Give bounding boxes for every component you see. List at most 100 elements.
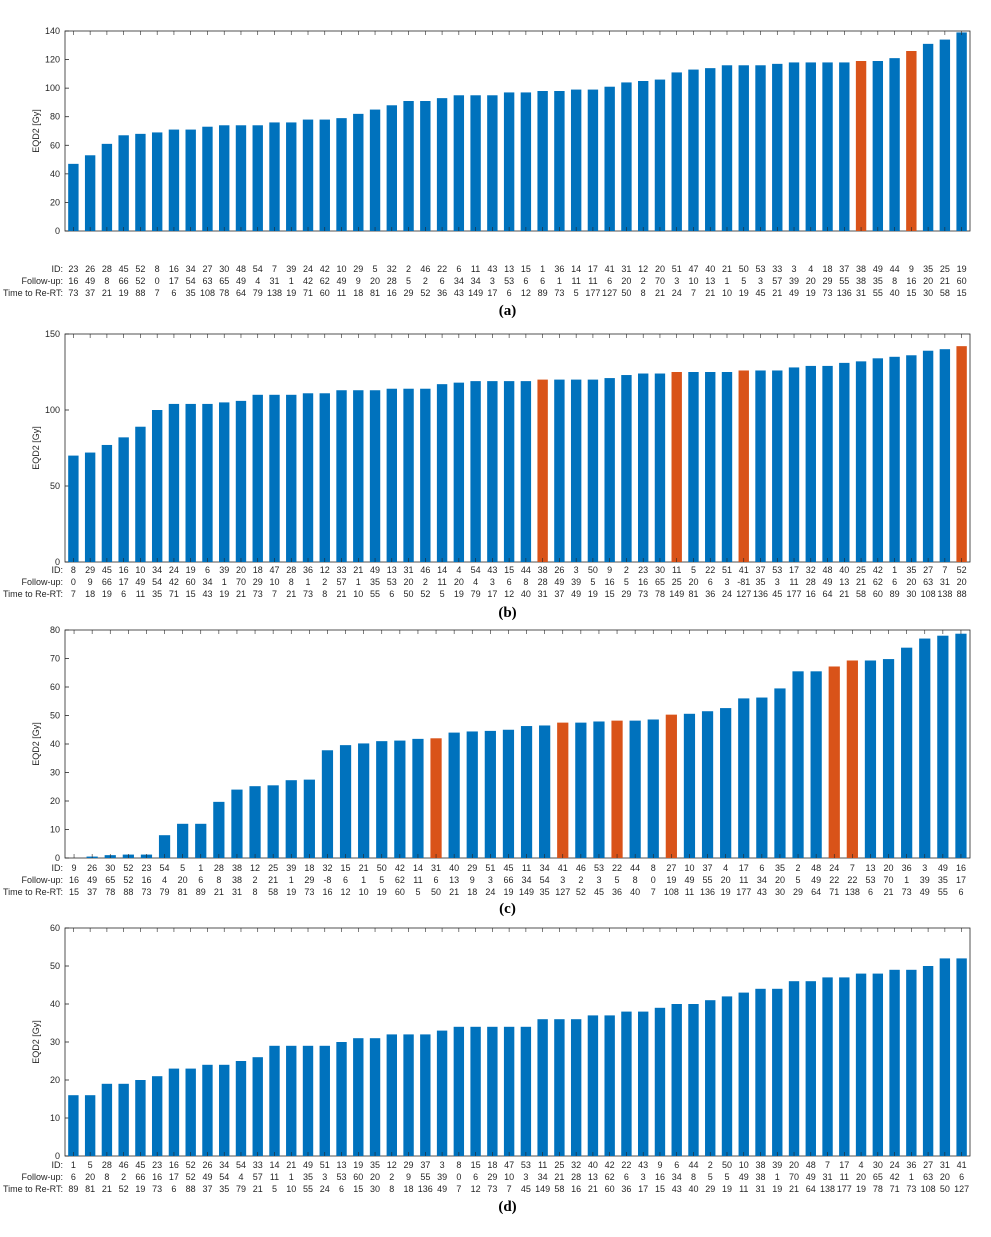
time-to-rert-value: 108 <box>921 589 936 599</box>
follow-up-value: 34 <box>471 276 481 286</box>
id-value: 14 <box>413 863 423 873</box>
time-to-rert-value: 138 <box>845 887 860 897</box>
bar <box>436 98 448 232</box>
panel-label: (d) <box>498 1199 516 1215</box>
id-value: 40 <box>839 565 849 575</box>
bar <box>453 95 465 232</box>
follow-up-value: 66 <box>503 875 513 885</box>
id-value: 25 <box>268 863 278 873</box>
follow-up-value: 5 <box>590 577 595 587</box>
id-value: 34 <box>186 264 196 274</box>
bar <box>151 410 163 562</box>
bar <box>889 969 900 1156</box>
time-to-rert-value: 18 <box>85 589 95 599</box>
time-to-rert-value: 79 <box>160 887 170 897</box>
id-value: 53 <box>772 565 782 575</box>
follow-up-value: 20 <box>621 276 631 286</box>
bar <box>665 714 677 858</box>
follow-up-value: 3 <box>641 1172 646 1182</box>
row-label: ID: <box>51 1160 63 1170</box>
bar <box>135 1080 146 1156</box>
follow-up-value: 49 <box>684 875 694 885</box>
follow-up-value: 39 <box>789 276 799 286</box>
bar <box>654 79 666 231</box>
id-value: 4 <box>723 863 728 873</box>
id-value: 52 <box>123 863 133 873</box>
follow-up-value: 21 <box>268 875 278 885</box>
follow-up-value: 22 <box>847 875 857 885</box>
id-value: 26 <box>202 1160 212 1170</box>
time-to-rert-value: 58 <box>856 589 866 599</box>
follow-up-value: 49 <box>554 577 564 587</box>
id-value: 47 <box>688 264 698 274</box>
time-to-rert-value: 60 <box>320 288 330 298</box>
id-value: 44 <box>630 863 640 873</box>
follow-up-value: 57 <box>337 577 347 587</box>
bar <box>587 379 599 562</box>
follow-up-value: 1 <box>289 1172 294 1182</box>
bar <box>470 381 481 562</box>
id-value: 28 <box>214 863 224 873</box>
time-to-rert-value: 55 <box>938 887 948 897</box>
follow-up-value: 8 <box>104 276 109 286</box>
bar <box>839 62 850 231</box>
time-to-rert-value: 21 <box>772 288 782 298</box>
id-value: 15 <box>471 1160 481 1170</box>
follow-up-value: 5 <box>379 875 384 885</box>
follow-up-value: 20 <box>85 1172 95 1182</box>
time-to-rert-value: 136 <box>700 887 715 897</box>
y-axis-label: EQD2 [Gy] <box>31 426 41 470</box>
time-to-rert-value: 81 <box>85 1184 95 1194</box>
time-to-rert-value: 73 <box>304 887 314 897</box>
bar <box>420 101 431 231</box>
id-value: 32 <box>806 565 816 575</box>
bar <box>864 660 877 858</box>
follow-up-value: 1 <box>904 875 909 885</box>
time-to-rert-value: 36 <box>705 589 715 599</box>
id-value: 49 <box>370 565 380 575</box>
bar <box>252 394 263 562</box>
follow-up-value: 16 <box>638 577 648 587</box>
time-to-rert-value: 12 <box>504 589 514 599</box>
id-value: 48 <box>806 1160 816 1170</box>
follow-up-value: 38 <box>232 875 242 885</box>
bar <box>353 113 364 231</box>
id-value: 45 <box>102 565 112 575</box>
time-to-rert-value: 21 <box>214 887 224 897</box>
y-tick-label: 10 <box>50 825 60 835</box>
id-value: 38 <box>856 264 866 274</box>
id-value: 14 <box>269 1160 279 1170</box>
id-value: 24 <box>829 863 839 873</box>
follow-up-value: 8 <box>104 1172 109 1182</box>
bar <box>654 1007 666 1156</box>
row-label: Follow-up: <box>21 875 63 885</box>
time-to-rert-value: 37 <box>554 589 564 599</box>
time-to-rert-value: 19 <box>454 589 464 599</box>
bar <box>738 370 749 562</box>
follow-up-value: 6 <box>959 1172 964 1182</box>
row-label: Follow-up: <box>21 276 63 286</box>
time-to-rert-value: 19 <box>721 887 731 897</box>
bar <box>394 740 406 858</box>
time-to-rert-value: 29 <box>404 288 414 298</box>
bar <box>503 381 515 562</box>
id-value: 27 <box>923 565 933 575</box>
id-value: 9 <box>607 565 612 575</box>
follow-up-value: 35 <box>370 577 380 587</box>
id-value: 31 <box>404 565 414 575</box>
follow-up-value: 20 <box>454 577 464 587</box>
time-to-rert-value: 64 <box>823 589 833 599</box>
id-value: 15 <box>504 565 514 575</box>
bar <box>68 1095 79 1156</box>
id-value: 21 <box>359 863 369 873</box>
id-value: 29 <box>353 264 363 274</box>
id-value: 42 <box>320 264 330 274</box>
time-to-rert-value: 55 <box>873 288 883 298</box>
time-to-rert-value: 50 <box>940 1184 950 1194</box>
follow-up-value: 4 <box>162 875 167 885</box>
y-tick-label: 0 <box>55 557 60 567</box>
follow-up-value: 31 <box>269 276 279 286</box>
follow-up-value: 63 <box>923 577 933 587</box>
follow-up-value: 11 <box>413 875 422 885</box>
time-to-rert-value: 71 <box>890 1184 900 1194</box>
